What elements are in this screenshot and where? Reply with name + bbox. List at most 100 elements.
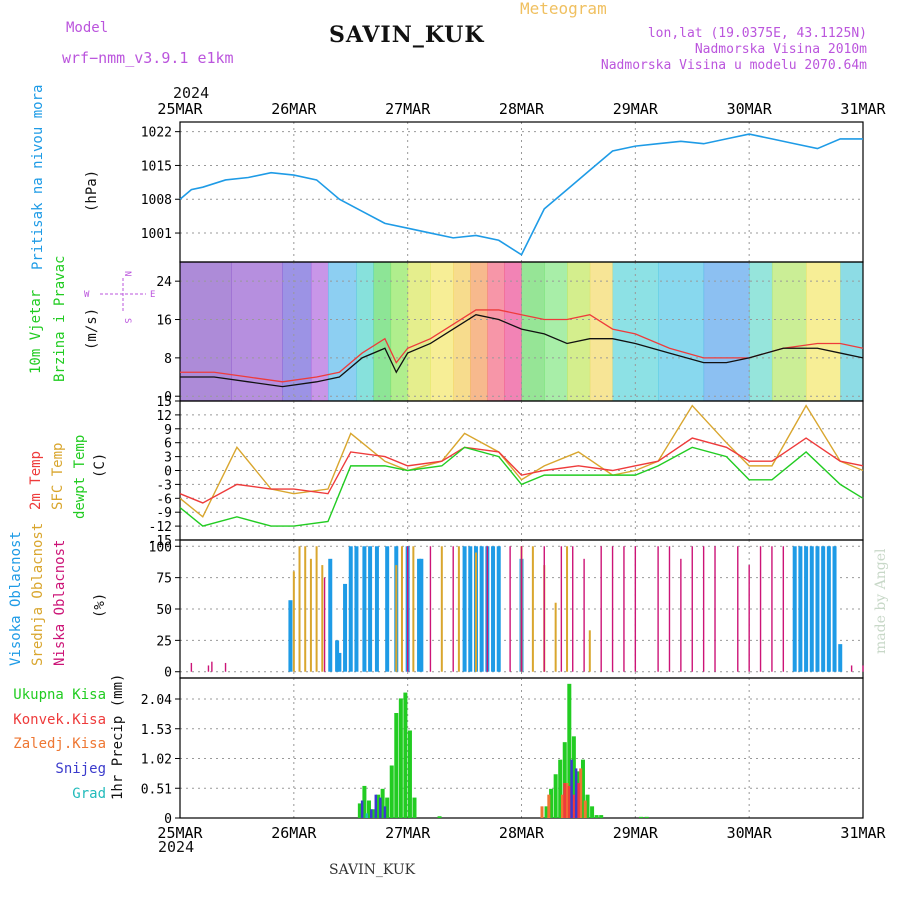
total-precip-bar <box>590 806 595 818</box>
mid-cloud-bar <box>395 565 398 672</box>
xtick-label-top: 27MAR <box>385 100 431 118</box>
high-cloud-bar <box>815 546 820 672</box>
high-cloud-bar <box>419 558 424 672</box>
wind-unit: (m/s) <box>84 307 100 350</box>
precip-legend-conv: Konvek.Kisa <box>13 712 106 728</box>
low-cloud-bar <box>211 661 213 672</box>
total-precip-bar <box>562 742 567 818</box>
pressure-unit: (hPa) <box>84 169 100 212</box>
total-precip-bar <box>385 797 390 818</box>
mid-cloud-bar <box>309 558 312 672</box>
temperature-ytick-label: -6 <box>156 492 172 507</box>
temperature-ytick-label: 12 <box>156 409 172 424</box>
wind-speed-line <box>180 314 864 388</box>
mid-cloud-bar <box>543 565 546 672</box>
mid-cloud-bar <box>292 571 295 672</box>
pressure-frame <box>179 121 864 263</box>
elevation-text: Nadmorska Visina 2010m <box>694 42 867 57</box>
temperature-ytick-label: 15 <box>156 395 172 410</box>
high-cloud-bar <box>821 546 826 672</box>
mid-cloud-bar <box>304 546 307 672</box>
product-title: Meteogram <box>520 0 607 18</box>
snow-bar <box>360 800 364 818</box>
mid-cloud-bar <box>566 546 569 672</box>
temp-title-2: SFC Temp <box>50 442 66 510</box>
low-cloud-bar <box>224 662 227 672</box>
high-cloud-bar <box>485 546 490 672</box>
total-precip-bar <box>558 759 563 818</box>
total-precip-bar <box>553 774 558 818</box>
total-precip-bar <box>366 800 371 818</box>
model-name: wrf−nmm_v3.9.1 e1km <box>62 49 234 67</box>
low-cloud-bar <box>850 665 853 672</box>
wind-ytick-label: 24 <box>156 275 172 290</box>
wind-title-1: 10m Vjetar <box>28 289 44 374</box>
clouds-ytick-label: 75 <box>156 572 172 587</box>
wind-color-band <box>806 262 841 401</box>
clouds-ytick-label: 50 <box>156 603 172 618</box>
low-cloud-bar <box>657 546 659 672</box>
low-cloud-bar <box>702 546 705 672</box>
temp-title-1: 2m Temp <box>28 450 44 510</box>
conv-precip-bar <box>567 785 571 818</box>
precip-legend-grad: Grad <box>72 786 106 802</box>
mid-cloud-bar <box>588 630 591 672</box>
cloud-title-mid: Srednja Oblacnost <box>30 522 46 666</box>
temperature-ytick-label: -3 <box>156 478 172 493</box>
snow-bar <box>570 759 573 818</box>
wind-color-band <box>612 262 659 401</box>
pressure-ytick-label: 1022 <box>141 126 172 141</box>
xtick-label-bottom: 26MAR <box>271 824 317 842</box>
wind-color-band <box>282 262 312 401</box>
xtick-label-bottom: 28MAR <box>499 824 545 842</box>
low-cloud-bar <box>623 546 625 672</box>
wind-color-band <box>470 262 488 401</box>
high-cloud-bar <box>491 546 496 672</box>
compass-e: E <box>150 290 155 300</box>
precip-ytick-label: 1.53 <box>141 723 172 738</box>
wind-ytick-label: 0 <box>164 390 172 405</box>
low-cloud-bar <box>452 546 454 672</box>
temperature-frame <box>179 400 864 541</box>
precip-unit: 1hr Precip (mm) <box>110 673 126 800</box>
temperature-ytick-label: 3 <box>164 451 172 466</box>
model-elevation-text: Nadmorska Visina u modelu 2070.64m <box>600 58 867 73</box>
high-cloud-bar <box>385 546 390 672</box>
high-cloud-bar <box>809 546 814 672</box>
high-cloud-bar <box>519 558 524 672</box>
total-precip-bar <box>394 713 399 818</box>
frozen-precip-bar <box>547 794 551 818</box>
precip-frame <box>179 677 864 819</box>
mid-cloud-bar <box>440 546 443 672</box>
low-cloud-bar <box>207 665 210 672</box>
high-cloud-bar <box>798 546 803 672</box>
wind-title-2: Brzina i Pravac <box>52 255 68 382</box>
low-cloud-bar <box>862 665 864 672</box>
wind-color-band <box>658 262 705 401</box>
wind-color-band <box>310 262 329 401</box>
high-cloud-bar <box>354 546 359 672</box>
total-precip-bar <box>576 771 581 818</box>
clouds-ytick-label: 25 <box>156 634 172 649</box>
low-cloud-bar <box>486 546 489 672</box>
total-precip-bar <box>376 794 381 818</box>
low-cloud-bar <box>190 662 193 672</box>
precip-legend-frozen: Zaledj.Kisa <box>13 736 106 752</box>
wind-color-band <box>430 262 454 401</box>
high-cloud-bar <box>473 546 478 672</box>
total-precip-bar <box>571 736 576 818</box>
mid-cloud-bar <box>474 552 477 672</box>
low-cloud-bar <box>634 546 637 672</box>
lonlat-text: lon,lat (19.0375E, 43.1125N) <box>647 26 867 41</box>
frozen-precip-bar <box>579 768 583 818</box>
wind-color-band <box>840 262 864 401</box>
wind-color-band <box>703 262 750 401</box>
total-precip-bar <box>567 683 572 818</box>
total-precip-bar <box>403 692 408 818</box>
wind-gust-line <box>180 309 864 383</box>
cloud-title-high: Visoka Oblacnost <box>8 531 24 666</box>
wind-color-band <box>453 262 471 401</box>
high-cloud-bar <box>468 546 473 672</box>
total-precip-bar <box>412 797 417 818</box>
